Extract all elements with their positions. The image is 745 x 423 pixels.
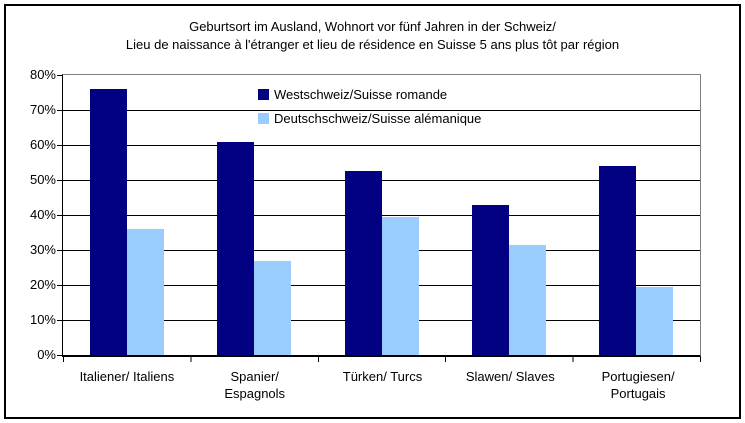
bar-group-italiener <box>63 75 190 355</box>
bar-westschweiz-italiener <box>89 89 127 355</box>
bar-groups <box>63 75 700 355</box>
chart-title-line-1: Geburtsort im Ausland, Wohnort vor fünf … <box>189 19 556 34</box>
legend-swatch-westschweiz-icon <box>258 89 269 100</box>
legend: Westschweiz/Suisse romande Deutschschwei… <box>258 87 481 135</box>
legend-item-deutschschweiz: Deutschschweiz/Suisse alémanique <box>258 111 481 126</box>
bar-group-tuerken <box>318 75 445 355</box>
y-axis-tick-label: 60% <box>29 137 56 152</box>
legend-swatch-deutschschweiz-icon <box>258 113 269 124</box>
y-axis-tick-marks <box>57 75 62 356</box>
chart-frame: Geburtsort im Ausland, Wohnort vor fünf … <box>4 4 741 419</box>
x-axis-category-label-spanier: Spanier/ Espagnols <box>224 369 286 401</box>
bar-group-slawen <box>445 75 572 355</box>
bar-deutschschweiz-spanier <box>254 260 292 355</box>
bar-westschweiz-tuerken <box>344 171 382 355</box>
bar-group-spanier <box>190 75 317 355</box>
bar-deutschschweiz-portugiesen <box>636 286 674 355</box>
legend-label-deutschschweiz: Deutschschweiz/Suisse alémanique <box>274 111 482 126</box>
y-axis-tick-label: 50% <box>29 172 56 187</box>
chart-title: Geburtsort im Ausland, Wohnort vor fünf … <box>6 18 739 54</box>
bar-westschweiz-spanier <box>217 141 255 355</box>
x-axis-category-labels: Italiener/ Italiens Spanier/ Espagnols T… <box>63 366 702 402</box>
bar-deutschschweiz-tuerken <box>381 216 419 355</box>
y-axis-tick-label: 40% <box>29 207 56 222</box>
y-axis-tick-label: 10% <box>29 312 56 327</box>
legend-label-westschweiz: Westschweiz/Suisse romande <box>274 87 448 102</box>
y-axis-tick-labels: 0% 10% 20% 30% 40% 50% 60% 70% 80% <box>6 67 56 363</box>
x-axis-category-label-portugiesen: Portugiesen/ Portugais <box>601 369 675 401</box>
bar-westschweiz-portugiesen <box>599 166 637 355</box>
x-axis-category-label-slawen: Slawen/ Slaves <box>465 369 555 384</box>
bar-deutschschweiz-italiener <box>126 229 164 355</box>
bar-westschweiz-slawen <box>471 204 509 355</box>
y-axis-tick-label: 30% <box>29 242 56 257</box>
x-axis-category-label-italiener: Italiener/ Italiens <box>79 369 175 384</box>
y-axis-tick-label: 70% <box>29 102 56 117</box>
y-axis-tick-label: 20% <box>29 277 56 292</box>
legend-item-westschweiz: Westschweiz/Suisse romande <box>258 87 481 102</box>
x-axis-category-label-tuerken: Türken/ Turcs <box>342 369 423 384</box>
x-axis-tick-marks <box>63 357 702 362</box>
bar-group-portugiesen <box>573 75 700 355</box>
plot-area: Westschweiz/Suisse romande Deutschschwei… <box>62 74 701 357</box>
chart-title-line-2: Lieu de naissance à l'étranger et lieu d… <box>125 37 620 52</box>
y-axis-tick-label: 80% <box>29 67 56 82</box>
bar-deutschschweiz-slawen <box>508 244 546 355</box>
y-axis-tick-label: 0% <box>37 347 56 362</box>
